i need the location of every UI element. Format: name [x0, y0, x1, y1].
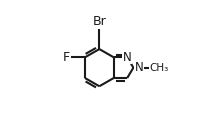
Text: F: F: [63, 51, 70, 64]
Text: Br: Br: [92, 15, 106, 28]
Text: N: N: [135, 61, 143, 74]
Text: N: N: [123, 51, 132, 64]
Text: CH₃: CH₃: [149, 63, 169, 73]
